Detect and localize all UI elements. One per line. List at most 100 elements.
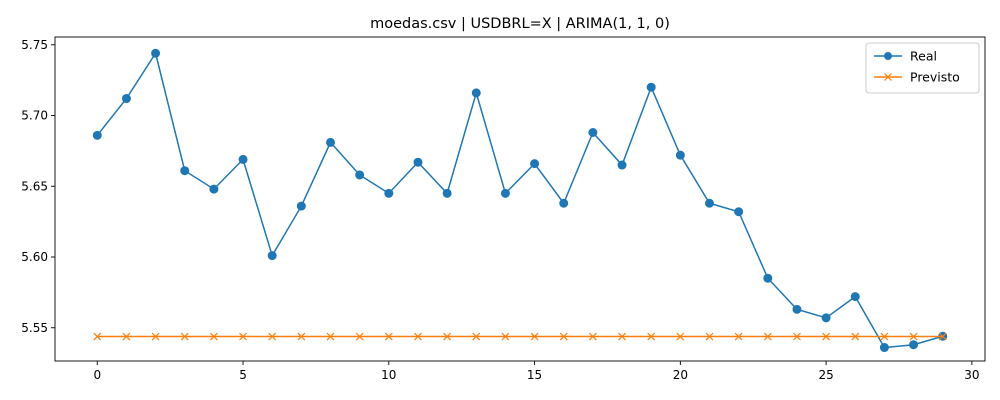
data-point-real [792,304,802,314]
x-tick-label: 20 [673,368,688,382]
x-marker-stroke [239,332,247,341]
legend-marker [884,73,892,81]
x-marker-stroke [559,332,568,341]
data-point-previsto [880,332,889,341]
axes-frame [54,36,986,362]
x-marker-stroke [472,332,481,341]
x-tick-label: 25 [818,368,833,382]
x-marker-stroke [705,332,714,341]
x-marker-stroke [414,332,422,341]
series-line-real [96,51,943,349]
data-point-previsto [763,332,772,341]
data-point-real [296,201,306,211]
x-marker-stroke [793,332,801,341]
plot-area [92,48,948,353]
data-point-real [267,251,277,261]
data-point-previsto [297,332,306,341]
x-marker-stroke [384,332,393,341]
data-point-previsto [414,332,422,341]
data-point-real [151,48,161,58]
data-point-real [121,94,131,104]
data-point-real [471,88,481,98]
legend-entry-previsto: Previsto [874,70,960,85]
x-tick-label: 15 [527,368,542,382]
data-point-real [180,166,190,176]
legend-marker [884,52,892,60]
x-marker-stroke [763,332,772,341]
data-point-real [617,160,627,170]
data-point-real [326,137,336,147]
data-point-previsto [122,332,131,341]
data-point-previsto [355,332,364,341]
data-point-real [209,184,219,194]
x-tick-label: 30 [964,368,979,382]
data-point-previsto [559,332,568,341]
x-marker-stroke [122,332,131,341]
data-point-previsto [443,332,452,341]
x-marker-stroke [151,332,160,341]
x-marker-stroke [268,332,277,341]
x-marker-stroke [209,332,218,341]
y-tick-label: 5.60 [21,250,48,264]
y-tick-label: 5.65 [21,179,48,193]
data-point-real [734,207,744,217]
data-point-real [530,159,540,169]
data-point-real [909,340,919,350]
x-marker-stroke [647,332,656,341]
legend-label: Previsto [910,70,960,85]
data-point-previsto [938,332,947,341]
data-point-previsto [209,332,218,341]
x-marker-stroke [530,332,539,341]
x-marker-stroke [501,332,510,341]
x-marker-stroke [326,332,335,341]
data-point-previsto [909,332,918,341]
data-point-previsto [618,332,626,341]
data-point-previsto [822,332,831,341]
data-point-previsto [384,332,393,341]
data-point-real [238,154,248,164]
data-point-previsto [268,332,277,341]
y-tick-label: 5.70 [21,109,48,123]
data-point-previsto [588,332,597,341]
data-point-previsto [501,332,510,341]
axes: 0 5 10 15 20 25 30 5.55 5.60 5.65 5.70 5.75 [21,36,986,382]
y-tick-label: 5.55 [21,321,48,335]
data-point-real [646,82,656,92]
x-tick-label: 10 [381,368,396,382]
x-marker-stroke [93,332,102,341]
data-point-previsto [705,332,714,341]
data-point-previsto [180,332,189,341]
data-point-real [355,170,365,180]
data-point-real [879,343,889,353]
x-marker-stroke [676,332,685,341]
data-point-previsto [793,332,801,341]
x-marker-stroke [880,332,889,341]
x-marker-stroke [822,332,831,341]
data-point-previsto [647,332,656,341]
data-point-real [413,157,423,167]
x-marker-stroke [909,332,918,341]
x-marker-stroke [297,332,306,341]
legend-label: Real [910,49,937,64]
x-tick-label: 0 [93,368,101,382]
x-marker-stroke [355,332,364,341]
data-point-real [821,313,831,323]
x-marker-stroke [443,332,452,341]
data-point-real [384,188,394,198]
legend-entry-real: Real [874,49,937,64]
data-point-previsto [93,332,102,341]
x-marker-stroke [180,332,189,341]
data-point-real [500,188,510,198]
x-marker-stroke [618,332,626,341]
x-tick-label: 5 [239,368,247,382]
data-point-previsto [530,332,539,341]
data-point-real [675,150,685,160]
data-point-real [704,198,714,208]
x-marker-stroke [938,332,947,341]
data-point-previsto [676,332,685,341]
data-point-real [442,188,452,198]
data-point-previsto [851,332,860,341]
x-marker-stroke [588,332,597,341]
data-point-real [559,198,569,208]
data-point-real [588,128,598,138]
